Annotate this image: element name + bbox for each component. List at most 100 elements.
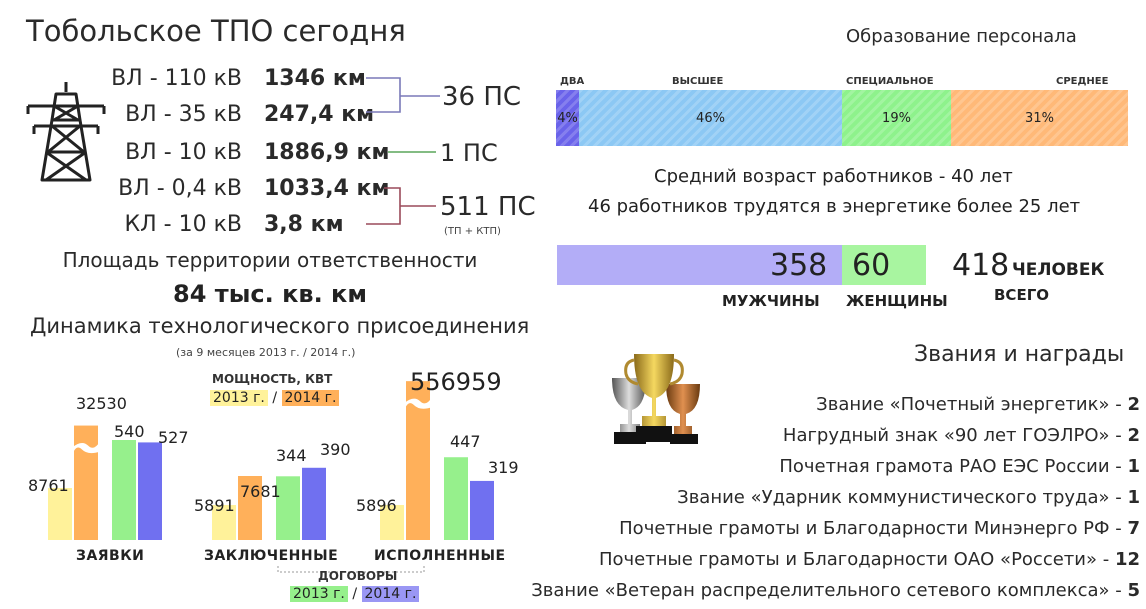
dynamics-bar-chart — [48, 381, 494, 540]
contracts-legend-title: договоры — [318, 569, 398, 583]
category-label-1: заключенные — [204, 548, 339, 564]
substations-1: 1 ПС — [440, 139, 498, 167]
power-legend-2014: 2014 г. — [281, 390, 340, 406]
bar-label-p2013-2: 5896 — [356, 496, 397, 515]
award-item: Звание «Почетный энергетик» - 2 — [500, 394, 1140, 415]
award-text: Почетная грамота РАО ЕЭС России - — [779, 456, 1128, 477]
men-bar — [557, 245, 842, 285]
award-text: Звание «Ударник коммунистического труда»… — [677, 487, 1128, 508]
substations-511: 511 ПС — [440, 192, 536, 222]
education-label-1: высшее — [672, 76, 724, 87]
bar-заключенные-2 — [276, 476, 300, 540]
bar-исполненные-2 — [444, 457, 468, 540]
power-pylon-icon — [20, 80, 112, 190]
dynamics-title: Динамика технологического присоединения — [30, 314, 530, 338]
bar-label-p2014-1: 7681 — [240, 482, 281, 501]
average-age: Средний возраст работников - 40 лет — [654, 166, 1013, 187]
women-bar — [842, 245, 926, 285]
bar-label-d2014-0: 527 — [158, 428, 189, 447]
award-count: 2 — [1127, 425, 1140, 446]
total-count: 418 — [952, 248, 1010, 283]
area-value: 84 тыс. кв. км — [173, 280, 367, 308]
bar-заявки-2 — [112, 440, 136, 540]
line-value-10: 1886,9 км — [264, 140, 390, 165]
bar-label-d2013-2: 447 — [450, 432, 481, 451]
education-title: Образование персонала — [846, 26, 1077, 47]
power-legend-2013: 2013 г. — [210, 390, 268, 406]
bar-break-mark — [72, 441, 100, 456]
line-label-04: ВЛ - 0,4 кВ — [118, 176, 242, 201]
bar-label-p2014-0: 32530 — [76, 394, 127, 413]
trophy-cups-icon — [600, 348, 710, 448]
bar-label-d2014-1: 390 — [320, 440, 351, 459]
education-value-2: 19% — [882, 110, 911, 126]
bar-заявки-3 — [138, 442, 162, 540]
award-text: Звание «Почетный энергетик» - — [816, 394, 1128, 415]
bar-заключенные-3 — [302, 467, 326, 540]
award-count: 1 — [1127, 456, 1140, 477]
bar-label-d2014-2: 319 — [488, 458, 519, 477]
education-segment-0: 4% — [556, 90, 579, 146]
total-word: человек — [1012, 260, 1105, 280]
award-item: Звание «Ударник коммунистического труда»… — [500, 487, 1140, 508]
education-value-0: 4% — [557, 110, 578, 126]
contracts-legend-2014: 2014 г. — [361, 586, 420, 602]
men-count: 358 — [770, 248, 828, 283]
award-text: Нагрудный знак «90 лет ГОЭЛРО» - — [782, 425, 1128, 446]
award-item: Почетная грамота РАО ЕЭС России - 1 — [500, 456, 1140, 477]
bar-label-p2013-0: 8761 — [28, 476, 69, 495]
award-count: 5 — [1127, 580, 1140, 601]
contracts-legend-sep: / — [352, 586, 358, 602]
education-segment-3: 31% — [951, 90, 1128, 146]
page-title: Тобольское ТПО сегодня — [26, 14, 406, 48]
award-count: 1 — [1127, 487, 1140, 508]
bar-заключенные-1 — [238, 476, 262, 540]
education-segment-2: 19% — [842, 90, 951, 146]
award-item: Почетные грамоты и Благодарности ОАО «Ро… — [500, 549, 1140, 570]
bar-исполненные-0 — [380, 505, 404, 540]
women-label: женщины — [846, 292, 948, 310]
contracts-legend: 2013 г. / 2014 г. — [290, 586, 420, 602]
award-item: Нагрудный знак «90 лет ГОЭЛРО» - 2 — [500, 425, 1140, 446]
bar-label-p2013-1: 5891 — [194, 496, 235, 515]
total-label: всего — [994, 286, 1049, 304]
women-count: 60 — [852, 248, 891, 283]
award-text: Почетные грамоты и Благодарности Минэнер… — [619, 518, 1128, 539]
education-label-3: среднее — [1056, 76, 1109, 87]
power-legend: 2013 г. / 2014 г. — [210, 390, 340, 406]
bar-break-mark — [404, 397, 432, 412]
dynamics-subtitle: (за 9 месяцев 2013 г. / 2014 г.) — [176, 346, 356, 359]
line-value-35: 247,4 км — [264, 102, 375, 127]
line-label-110: ВЛ - 110 кВ — [111, 66, 242, 91]
veterans-count: 46 работников трудятся в энергетике боле… — [588, 196, 1081, 217]
education-value-1: 46% — [696, 110, 725, 126]
award-count: 12 — [1114, 549, 1140, 570]
substations-36: 36 ПС — [442, 82, 522, 112]
education-bar: 4% 46% 19% 31% — [556, 90, 1128, 146]
line-label-35: ВЛ - 35 кВ — [125, 102, 242, 127]
line-label-kl10: КЛ - 10 кВ — [124, 212, 242, 237]
men-label: мужчины — [722, 292, 820, 310]
line-connectors — [366, 77, 440, 225]
bar-заявки-0 — [48, 488, 72, 540]
awards-title: Звания и награды — [914, 342, 1125, 367]
award-item: Звание «Ветеран распределительного сетев… — [500, 580, 1140, 601]
bar-заключенные-0 — [212, 505, 236, 540]
contracts-legend-2013: 2013 г. — [290, 586, 348, 602]
category-label-0: заявки — [76, 548, 145, 564]
power-legend-title: мощность, кВт — [212, 372, 333, 386]
education-segment-1: 46% — [579, 90, 842, 146]
bar-заявки-1 — [74, 425, 98, 540]
bar-label-d2013-1: 344 — [276, 446, 307, 465]
award-count: 7 — [1127, 518, 1140, 539]
line-value-110: 1346 км — [264, 66, 366, 91]
area-title: Площадь территории ответственности — [62, 248, 478, 272]
power-legend-sep: / — [272, 390, 278, 406]
line-value-04: 1033,4 км — [264, 176, 390, 201]
education-label-2: специальное — [846, 76, 934, 87]
substations-511-note: (ТП + КТП) — [444, 226, 501, 237]
category-label-2: исполненные — [374, 548, 506, 564]
bar-label-d2013-0: 540 — [114, 422, 145, 441]
education-label-0: два — [560, 76, 585, 87]
award-text: Звание «Ветеран распределительного сетев… — [531, 580, 1128, 601]
